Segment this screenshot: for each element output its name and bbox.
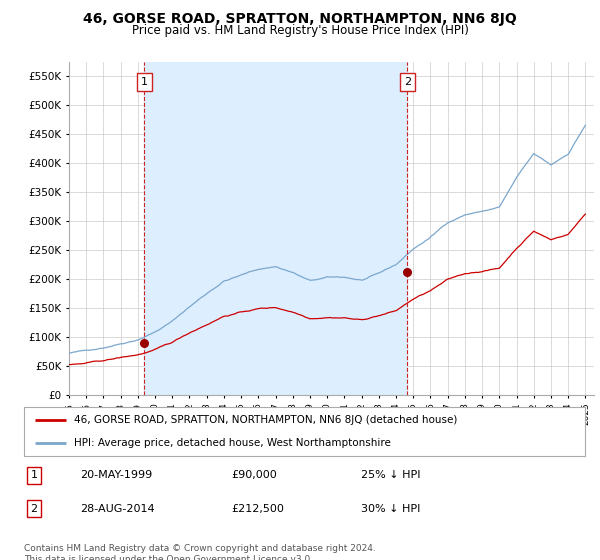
Text: 20-MAY-1999: 20-MAY-1999 [80,470,152,480]
Text: 1: 1 [141,77,148,87]
Text: 2: 2 [404,77,411,87]
Text: Contains HM Land Registry data © Crown copyright and database right 2024.
This d: Contains HM Land Registry data © Crown c… [24,544,376,560]
Text: £212,500: £212,500 [232,504,284,514]
Text: 28-AUG-2014: 28-AUG-2014 [80,504,155,514]
Text: 1: 1 [31,470,38,480]
Text: 25% ↓ HPI: 25% ↓ HPI [361,470,420,480]
Text: Price paid vs. HM Land Registry's House Price Index (HPI): Price paid vs. HM Land Registry's House … [131,24,469,37]
Text: £90,000: £90,000 [232,470,277,480]
Bar [145,62,407,395]
Text: 46, GORSE ROAD, SPRATTON, NORTHAMPTON, NN6 8JQ (detached house): 46, GORSE ROAD, SPRATTON, NORTHAMPTON, N… [74,416,458,426]
Text: 2: 2 [31,504,38,514]
Text: HPI: Average price, detached house, West Northamptonshire: HPI: Average price, detached house, West… [74,438,391,448]
Text: 30% ↓ HPI: 30% ↓ HPI [361,504,420,514]
Text: 46, GORSE ROAD, SPRATTON, NORTHAMPTON, NN6 8JQ: 46, GORSE ROAD, SPRATTON, NORTHAMPTON, N… [83,12,517,26]
